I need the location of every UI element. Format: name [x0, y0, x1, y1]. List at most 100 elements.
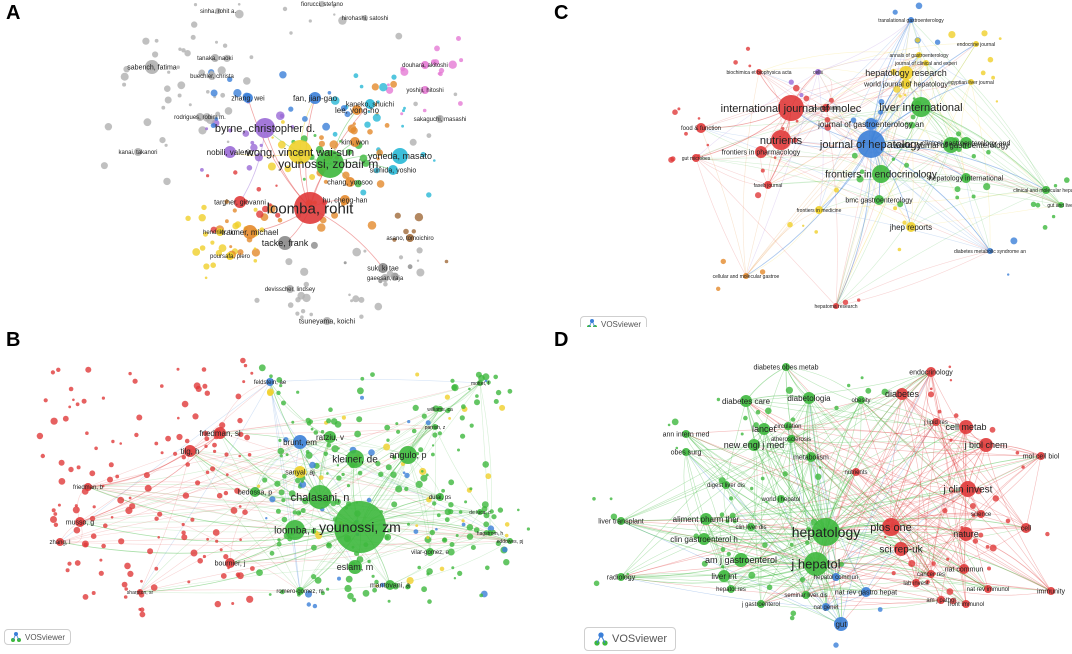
minor-node	[76, 465, 81, 470]
node-label: loomba, rohit	[267, 200, 355, 217]
node-label: hepatology	[792, 524, 861, 540]
nodes	[134, 1, 444, 325]
minor-node	[360, 376, 365, 381]
minor-node	[877, 607, 883, 612]
network-node	[937, 596, 945, 604]
network-edge	[870, 19, 912, 125]
minor-node	[373, 167, 380, 174]
node-label: fiorucci, stefano	[301, 2, 344, 8]
network-edge	[87, 486, 296, 531]
network-edge	[750, 488, 969, 528]
minor-node	[295, 297, 301, 303]
minor-node	[234, 487, 241, 494]
network-node	[286, 285, 294, 293]
node-label: kanai, takanori	[118, 150, 157, 156]
network-edge	[723, 575, 842, 625]
network-edge	[817, 43, 977, 73]
network-edge	[189, 450, 301, 475]
node-label: clin gastroenterol h	[670, 535, 738, 544]
minor-node	[357, 470, 363, 476]
network-edge	[825, 62, 927, 109]
minor-node	[210, 466, 216, 472]
network-edge	[870, 143, 991, 252]
panel-letter-d: D	[554, 329, 569, 351]
author-cocitation-network: younossi, zm chalasani, n loomba, r kleiner…	[36, 357, 531, 618]
node-label: sakaguchi, masashi	[414, 117, 467, 123]
minor-node	[439, 566, 445, 572]
network-edge	[79, 496, 321, 523]
network-edge	[79, 436, 331, 523]
network-node	[782, 363, 790, 371]
network-node	[196, 113, 204, 121]
node-label: j lipid res	[923, 420, 948, 426]
minor-node	[120, 72, 129, 81]
minor-node	[50, 516, 57, 523]
minor-node	[824, 124, 832, 131]
minor-node	[953, 413, 959, 418]
network-edge	[753, 444, 857, 473]
node-label: front immunol	[948, 602, 984, 608]
network-edge	[835, 144, 952, 307]
minor-node	[491, 514, 497, 520]
network-node	[208, 72, 216, 80]
network-node	[912, 579, 920, 587]
minor-node	[468, 387, 471, 391]
network-edge	[760, 599, 942, 610]
network-node	[215, 8, 221, 14]
node-label: zhang, wei	[231, 95, 265, 102]
network-node	[350, 137, 360, 147]
panel-letter-b: B	[6, 329, 21, 351]
minor-node	[250, 371, 254, 375]
network-edge	[620, 438, 792, 522]
minor-node	[375, 461, 381, 467]
network-edge	[825, 19, 912, 109]
network-node	[894, 542, 908, 556]
minor-node	[609, 497, 613, 501]
minor-node	[969, 503, 976, 509]
network-edge	[429, 532, 491, 553]
minor-node	[177, 93, 182, 98]
minor-node	[760, 476, 765, 481]
network-edge	[920, 106, 1062, 206]
node-label: endocrinology	[909, 369, 953, 376]
minor-node	[803, 95, 810, 102]
network-edge	[745, 400, 827, 533]
minor-node	[164, 96, 172, 104]
minor-node	[239, 538, 242, 541]
minor-node	[173, 451, 178, 456]
node-label: hirohashi, satoshi	[342, 16, 389, 22]
network-edge	[745, 400, 817, 565]
network-edge	[269, 381, 331, 438]
minor-node	[367, 129, 373, 135]
minor-node	[238, 505, 242, 508]
network-edge	[815, 562, 989, 590]
network-edge	[695, 62, 927, 159]
network-edge	[407, 454, 431, 553]
network-edge	[767, 107, 827, 186]
minor-node	[359, 84, 364, 89]
minor-node	[305, 417, 311, 424]
minor-node	[281, 516, 288, 523]
minor-node	[593, 580, 600, 587]
network-node	[961, 173, 971, 183]
network-node	[700, 513, 712, 525]
node-label: williams, ca	[427, 407, 453, 413]
minor-node	[281, 498, 286, 503]
minor-node	[418, 447, 424, 453]
network-edge	[254, 436, 331, 493]
network-node	[959, 420, 973, 434]
minor-node	[262, 205, 269, 213]
minor-node	[526, 527, 531, 531]
minor-node	[865, 387, 872, 394]
node-label: faseb journal	[754, 183, 783, 189]
network-edge	[479, 382, 492, 534]
minor-node	[416, 268, 425, 277]
network-edge	[695, 157, 880, 201]
network-edge	[980, 455, 1042, 515]
minor-node	[352, 295, 360, 303]
network-edge	[787, 425, 1042, 457]
network-node	[743, 273, 749, 279]
network-edge	[860, 399, 969, 490]
minor-node	[195, 480, 201, 486]
network-edge	[905, 72, 914, 228]
